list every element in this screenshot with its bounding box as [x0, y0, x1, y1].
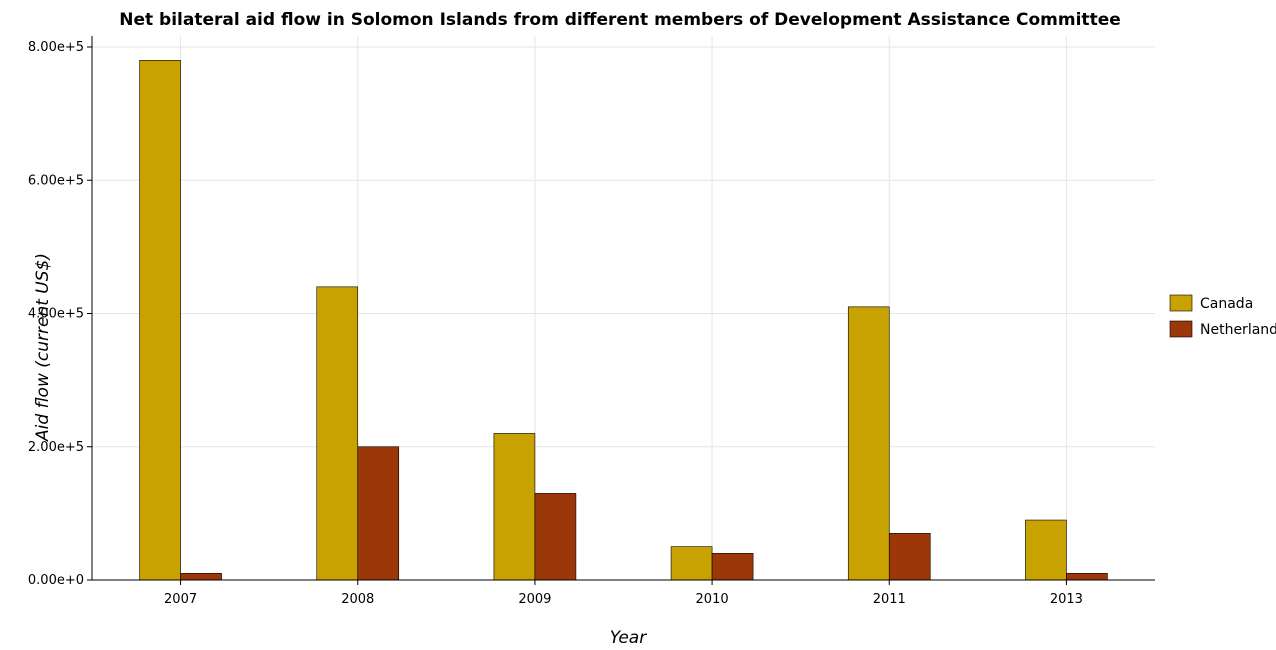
bar-netherlands-2008	[357, 446, 400, 581]
bar-canada-2008	[316, 286, 359, 581]
chart-title: Net bilateral aid flow in Solomon Island…	[119, 10, 1121, 30]
y-tick-label: 4.00e+5	[28, 307, 84, 322]
legend-label-canada: Canada	[1200, 296, 1253, 312]
bar-canada-2007	[139, 60, 181, 581]
bar-canada-2013	[1025, 519, 1067, 581]
y-tick-label: 8.00e+5	[28, 40, 84, 55]
y-tick-label: 0.00e+0	[28, 573, 84, 588]
y-axis-label: Aid flow (current US$)	[33, 253, 53, 442]
x-tick-labels: 2007 2008 2009 2010 2011 2013	[164, 580, 1083, 607]
x-tick-label: 2007	[164, 592, 197, 607]
bars	[139, 60, 1108, 581]
x-tick-label: 2008	[341, 592, 374, 607]
bar-canada-2011	[847, 306, 890, 581]
x-tick-label: 2010	[696, 592, 729, 607]
bar-netherlands-2010	[711, 553, 754, 581]
x-tick-label: 2011	[873, 592, 906, 607]
legend-swatch-netherlands	[1169, 320, 1193, 338]
bar-netherlands-2013	[1066, 573, 1108, 581]
bar-canada-2009	[493, 433, 536, 581]
bar-canada-2010	[670, 546, 713, 581]
bar-netherlands-2007	[180, 573, 222, 581]
grid-lines	[92, 36, 1155, 581]
y-tick-label: 6.00e+5	[28, 173, 84, 188]
x-tick-label: 2009	[518, 592, 551, 607]
legend-swatch-canada	[1169, 294, 1193, 312]
bar-netherlands-2011	[888, 533, 931, 581]
legend-label-netherlands: Netherlands	[1200, 322, 1276, 338]
axes	[91, 36, 1155, 581]
x-axis-label: Year	[610, 628, 647, 648]
y-tick-label: 2.00e+5	[28, 440, 84, 455]
bar-netherlands-2009	[534, 493, 577, 581]
x-tick-label: 2013	[1050, 592, 1083, 607]
legend: Canada Netherlands	[1169, 294, 1276, 338]
y-tick-labels: 0.00e+0 2.00e+5 4.00e+5 6.00e+5 8.00e+5	[28, 40, 92, 588]
